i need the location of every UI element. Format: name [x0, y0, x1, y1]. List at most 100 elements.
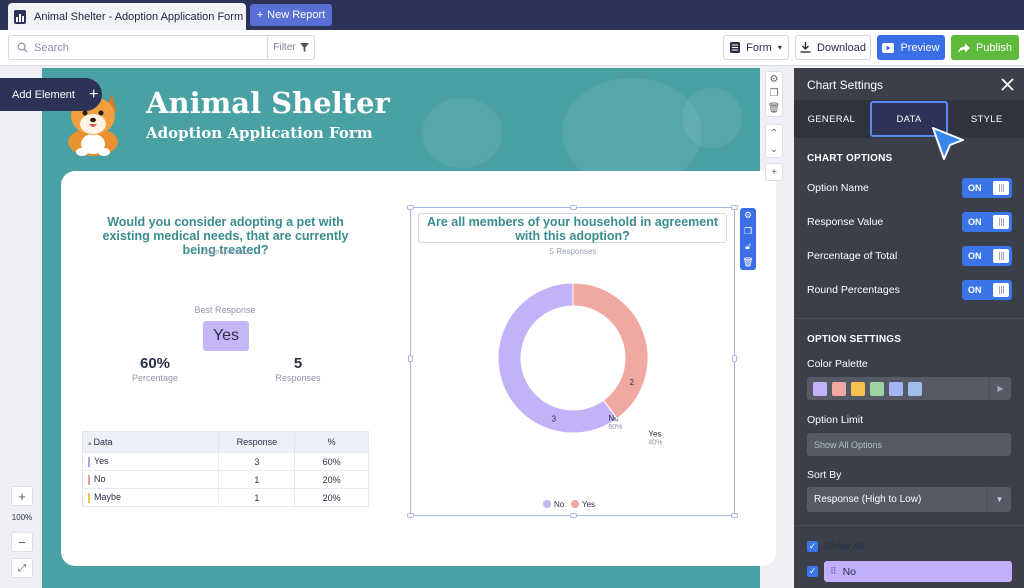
document-tab-title: Animal Shelter - Adoption Application Fo… — [34, 10, 244, 23]
table-header[interactable]: Response — [218, 431, 296, 453]
zoom-in-button[interactable]: + — [11, 486, 33, 506]
form-label: Form — [746, 41, 772, 54]
option-item-no[interactable]: ⠿ No — [824, 561, 1012, 582]
chevron-up-icon[interactable]: ⌃ — [769, 127, 779, 139]
drag-handle-icon[interactable]: ⠿ — [830, 566, 837, 576]
publish-button[interactable]: Publish — [951, 35, 1019, 60]
resize-handle[interactable] — [732, 355, 737, 362]
chart2-question[interactable]: Are all members of your household in agr… — [426, 215, 719, 243]
sort-by-label: Sort By — [807, 469, 842, 481]
legend-marker[interactable] — [543, 500, 551, 508]
preview-label: Preview — [900, 41, 940, 54]
resize-handle[interactable] — [731, 513, 738, 518]
divider — [794, 525, 1024, 526]
option-row: Option Name ON — [807, 178, 1012, 198]
trash-icon[interactable]: 🗑︎ — [742, 256, 754, 267]
gear-icon[interactable]: ⚙ — [769, 73, 779, 85]
chevron-down-icon: ▾ — [777, 43, 782, 52]
table-header[interactable]: ▴ Data — [82, 431, 220, 453]
form-button[interactable]: Form ▾ — [723, 35, 789, 60]
table-row: Maybe 1 20% — [82, 488, 369, 507]
lock-icon[interactable]: 🔓︎ — [745, 241, 751, 252]
option-item-label: No — [842, 565, 857, 578]
resize-handle[interactable] — [408, 355, 413, 362]
option-row: Round Percentages ON — [807, 280, 1012, 300]
show-all-label: Show All — [824, 540, 865, 552]
tab-general[interactable]: GENERAL — [807, 113, 856, 125]
add-page-button[interactable]: + — [765, 163, 783, 181]
sort-by-select[interactable]: Response (High to Low) ▼ — [807, 487, 1011, 512]
form-icon — [730, 42, 741, 53]
share-arrow-icon — [957, 43, 970, 53]
row-percent: 20% — [294, 488, 369, 507]
tab-style[interactable]: STYLE — [970, 113, 1003, 125]
slice-name-label: No — [608, 414, 619, 423]
copy-icon[interactable]: ❐ — [769, 88, 779, 100]
gear-icon[interactable]: ⚙ — [743, 210, 753, 221]
sort-by-value: Response (High to Low) — [814, 494, 922, 505]
row-label: Maybe — [94, 492, 122, 503]
selected-chart-frame[interactable] — [407, 205, 738, 518]
option-label: Response Value — [807, 216, 884, 228]
search-input[interactable]: Search Filter — [8, 35, 315, 60]
preview-button[interactable]: Preview — [877, 35, 945, 60]
resize-handle[interactable] — [570, 205, 577, 210]
row-percent: 60% — [294, 452, 369, 471]
palette-swatch — [870, 381, 884, 396]
filter-button[interactable]: Filter — [267, 36, 314, 59]
chart-tools: ⚙ ❐ 🔓︎ 🗑︎ — [740, 208, 756, 270]
chart1-responses: 5 Responses — [202, 247, 250, 256]
trash-icon[interactable]: 🗑 — [767, 103, 781, 115]
add-element-button[interactable]: Add Element + — [0, 78, 102, 111]
resize-handle[interactable] — [570, 513, 577, 518]
option-name-toggle[interactable]: ON — [962, 178, 1012, 198]
legend-marker[interactable] — [571, 500, 579, 508]
table-row: Yes 3 60% — [82, 452, 369, 471]
dog-mascot-illustration — [68, 94, 118, 156]
option-row: Percentage of Total ON — [807, 246, 1012, 266]
chevron-down-icon[interactable]: ⌄ — [769, 143, 779, 155]
close-icon[interactable] — [1001, 78, 1014, 91]
new-report-button[interactable]: + New Report — [250, 4, 332, 26]
option-settings-title: OPTION SETTINGS — [807, 334, 902, 345]
color-swatch — [88, 474, 90, 485]
palette-swatch — [813, 381, 827, 396]
percentage-of-total-toggle[interactable]: ON — [962, 246, 1012, 266]
show-all-checkbox-row[interactable]: ✓ Show All — [807, 540, 864, 552]
option-no-checkbox[interactable]: ✓ — [807, 566, 818, 577]
download-label: Download — [817, 41, 866, 54]
option-limit-input[interactable]: Show All Options — [807, 433, 1011, 456]
resize-handle[interactable] — [407, 513, 414, 518]
report-icon — [14, 9, 26, 24]
chevron-right-icon[interactable]: ▶ — [989, 377, 1011, 400]
resize-handle[interactable] — [407, 205, 414, 210]
table-header[interactable]: % — [294, 431, 369, 453]
donut-slice-no[interactable] — [497, 282, 618, 434]
add-element-label: Add Element — [12, 88, 75, 101]
filter-icon — [299, 43, 309, 52]
row-percent: 20% — [294, 470, 369, 489]
document-tab[interactable]: Animal Shelter - Adoption Application Fo… — [8, 3, 263, 30]
row-response: 3 — [218, 452, 296, 471]
fit-screen-button[interactable]: ⤢ — [11, 558, 33, 578]
color-swatch — [88, 456, 90, 467]
page-tools: ⚙ ❐ 🗑 — [765, 71, 783, 117]
new-report-label: New Report — [267, 9, 326, 21]
option-limit-label: Option Limit — [807, 414, 864, 426]
zoom-out-button[interactable]: − — [11, 532, 33, 552]
copy-icon[interactable]: ❐ — [743, 225, 753, 236]
check-icon[interactable]: ✓ — [807, 540, 818, 552]
round-percentages-toggle[interactable]: ON — [962, 280, 1012, 300]
download-button[interactable]: Download — [795, 35, 871, 60]
responses-value: 5 — [293, 355, 303, 372]
chart2-title-box[interactable] — [418, 213, 727, 243]
legend-label[interactable]: Yes — [582, 500, 595, 509]
donut-slice-yes[interactable] — [572, 282, 649, 420]
response-value-toggle[interactable]: ON — [962, 212, 1012, 232]
legend-label[interactable]: No — [554, 500, 565, 509]
plus-icon: + — [88, 85, 99, 103]
color-palette-picker[interactable]: ▶ — [807, 377, 1011, 400]
resize-handle[interactable] — [731, 205, 738, 210]
divider — [794, 318, 1024, 319]
row-response: 1 — [218, 488, 296, 507]
